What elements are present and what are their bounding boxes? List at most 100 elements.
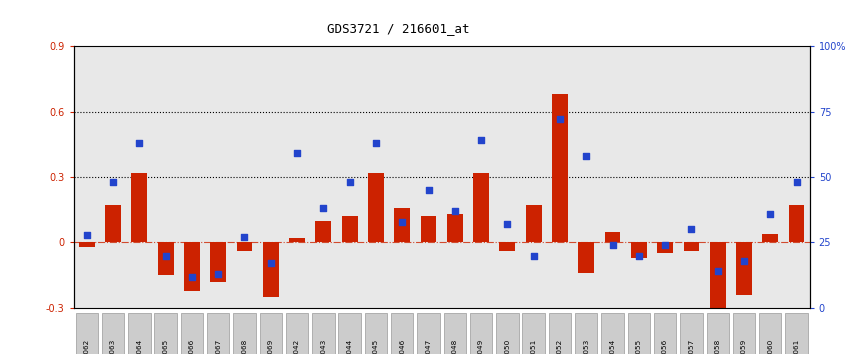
- Point: [80, 232, 94, 238]
- FancyBboxPatch shape: [707, 313, 729, 354]
- Point: [684, 227, 698, 232]
- Bar: [473, 173, 489, 242]
- Point: [395, 219, 409, 224]
- Text: GSM559061: GSM559061: [793, 339, 799, 354]
- Text: GSM559049: GSM559049: [478, 339, 484, 354]
- Bar: [604, 232, 620, 242]
- Point: [264, 261, 278, 266]
- FancyBboxPatch shape: [75, 313, 98, 354]
- FancyBboxPatch shape: [154, 313, 177, 354]
- Text: GSM559042: GSM559042: [294, 339, 300, 354]
- Text: GSM559051: GSM559051: [531, 339, 537, 354]
- Bar: [421, 216, 436, 242]
- Text: GSM559064: GSM559064: [136, 339, 142, 354]
- Text: GSM559044: GSM559044: [346, 339, 352, 354]
- Bar: [184, 242, 200, 291]
- Point: [132, 140, 146, 146]
- Bar: [657, 242, 673, 253]
- Bar: [394, 207, 410, 242]
- Bar: [368, 173, 384, 242]
- Text: GSM559052: GSM559052: [557, 339, 563, 354]
- FancyBboxPatch shape: [785, 313, 808, 354]
- Point: [763, 211, 777, 217]
- Point: [737, 258, 751, 264]
- Point: [237, 234, 251, 240]
- Text: GSM559068: GSM559068: [242, 339, 248, 354]
- Bar: [79, 242, 94, 247]
- Text: GSM559059: GSM559059: [741, 339, 747, 354]
- Text: GSM559053: GSM559053: [584, 339, 589, 354]
- Text: GSM559057: GSM559057: [688, 339, 695, 354]
- Point: [579, 153, 593, 159]
- Text: GSM559066: GSM559066: [189, 339, 195, 354]
- Bar: [315, 221, 331, 242]
- Bar: [710, 242, 726, 314]
- Text: GSM559063: GSM559063: [110, 339, 116, 354]
- FancyBboxPatch shape: [733, 313, 755, 354]
- Bar: [158, 242, 173, 275]
- FancyBboxPatch shape: [286, 313, 308, 354]
- Bar: [263, 242, 279, 297]
- Text: GSM559045: GSM559045: [373, 339, 379, 354]
- Point: [605, 242, 619, 248]
- FancyBboxPatch shape: [391, 313, 413, 354]
- FancyBboxPatch shape: [575, 313, 598, 354]
- FancyBboxPatch shape: [365, 313, 387, 354]
- Text: GSM559048: GSM559048: [452, 339, 458, 354]
- Text: GSM559058: GSM559058: [714, 339, 721, 354]
- Point: [185, 274, 199, 279]
- Bar: [210, 242, 226, 282]
- FancyBboxPatch shape: [759, 313, 781, 354]
- Text: GSM559043: GSM559043: [320, 339, 326, 354]
- Text: GSM559047: GSM559047: [425, 339, 431, 354]
- Bar: [289, 238, 305, 242]
- Text: GSM559055: GSM559055: [636, 339, 642, 354]
- FancyBboxPatch shape: [207, 313, 229, 354]
- Point: [448, 208, 462, 214]
- FancyBboxPatch shape: [339, 313, 361, 354]
- Text: GDS3721 / 216601_at: GDS3721 / 216601_at: [327, 22, 469, 35]
- Bar: [553, 94, 568, 242]
- Bar: [447, 214, 462, 242]
- FancyBboxPatch shape: [102, 313, 124, 354]
- Text: GSM559069: GSM559069: [268, 339, 274, 354]
- Point: [369, 140, 383, 146]
- Point: [343, 179, 357, 185]
- Point: [290, 150, 304, 156]
- Point: [158, 253, 172, 258]
- FancyBboxPatch shape: [233, 313, 255, 354]
- Point: [527, 253, 540, 258]
- Point: [553, 116, 567, 122]
- FancyBboxPatch shape: [522, 313, 545, 354]
- Bar: [342, 216, 358, 242]
- Text: GSM559056: GSM559056: [662, 339, 668, 354]
- FancyBboxPatch shape: [417, 313, 440, 354]
- Point: [790, 179, 804, 185]
- Point: [711, 268, 725, 274]
- Text: GSM559046: GSM559046: [399, 339, 405, 354]
- Point: [632, 253, 646, 258]
- FancyBboxPatch shape: [496, 313, 519, 354]
- Bar: [762, 234, 779, 242]
- Point: [211, 271, 225, 277]
- FancyBboxPatch shape: [549, 313, 572, 354]
- Bar: [736, 242, 752, 295]
- Bar: [789, 205, 805, 242]
- Text: GSM559067: GSM559067: [216, 339, 221, 354]
- Bar: [236, 242, 252, 251]
- Text: GSM559050: GSM559050: [504, 339, 510, 354]
- Bar: [631, 242, 647, 258]
- Point: [475, 137, 488, 143]
- FancyBboxPatch shape: [680, 313, 702, 354]
- Bar: [683, 242, 699, 251]
- Point: [107, 179, 120, 185]
- FancyBboxPatch shape: [654, 313, 676, 354]
- Bar: [500, 242, 515, 251]
- Point: [501, 221, 514, 227]
- FancyBboxPatch shape: [628, 313, 650, 354]
- FancyBboxPatch shape: [443, 313, 466, 354]
- Point: [422, 187, 436, 193]
- FancyBboxPatch shape: [181, 313, 204, 354]
- FancyBboxPatch shape: [128, 313, 151, 354]
- Bar: [526, 205, 541, 242]
